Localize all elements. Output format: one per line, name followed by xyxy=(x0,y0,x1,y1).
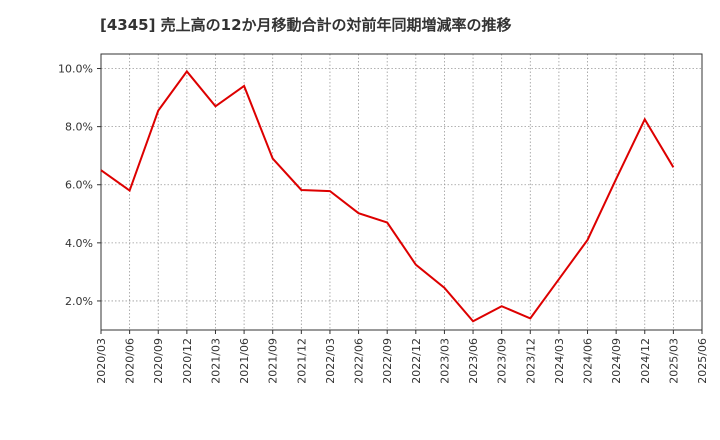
x-tick-label: 2024/06 xyxy=(582,338,595,384)
x-tick-label: 2023/09 xyxy=(496,338,509,384)
y-tick-label: 6.0% xyxy=(65,179,93,192)
x-tick-label: 2020/12 xyxy=(181,338,194,384)
x-tick-label: 2022/03 xyxy=(324,338,337,384)
label-layer: 2.0% 4.0% 6.0% 8.0% 10.0% 2020/03 2020/06 2020/… xyxy=(58,63,709,384)
grid-layer xyxy=(100,54,703,330)
x-tick-label: 2021/03 xyxy=(209,338,222,384)
x-tick-label: 2023/12 xyxy=(524,338,537,384)
x-tick-label: 2020/09 xyxy=(152,338,165,384)
x-tick-label: 2025/03 xyxy=(667,338,680,384)
plot-frame xyxy=(100,53,703,331)
x-tick-label: 2024/09 xyxy=(610,338,623,384)
x-tick-label: 2020/06 xyxy=(124,338,137,384)
x-tick-label: 2024/03 xyxy=(553,338,566,384)
x-tick-label: 2022/12 xyxy=(410,338,423,384)
series-line xyxy=(100,69,675,323)
x-tick-label: 2021/06 xyxy=(238,338,251,384)
x-tick-label: 2023/03 xyxy=(438,338,451,384)
x-tick-label: 2020/03 xyxy=(95,338,108,384)
y-tick-label: 2.0% xyxy=(65,295,93,308)
x-tick-label: 2021/12 xyxy=(295,338,308,384)
x-tick-label: 2023/06 xyxy=(467,338,480,384)
y-tick-label: 10.0% xyxy=(58,63,93,76)
chart-title: [4345] 売上高の12か月移動合計の対前年同期増減率の推移 xyxy=(100,16,512,34)
y-tick-label: 4.0% xyxy=(65,237,93,250)
series-layer xyxy=(100,69,675,323)
x-tick-label: 2022/09 xyxy=(381,338,394,384)
x-tick-label: 2025/06 xyxy=(696,338,709,384)
y-tick-label: 8.0% xyxy=(65,121,93,134)
x-tick-label: 2024/12 xyxy=(639,338,652,384)
axis-layer xyxy=(97,53,703,334)
x-tick-label: 2022/06 xyxy=(353,338,366,384)
x-tick-label: 2021/09 xyxy=(267,338,280,384)
